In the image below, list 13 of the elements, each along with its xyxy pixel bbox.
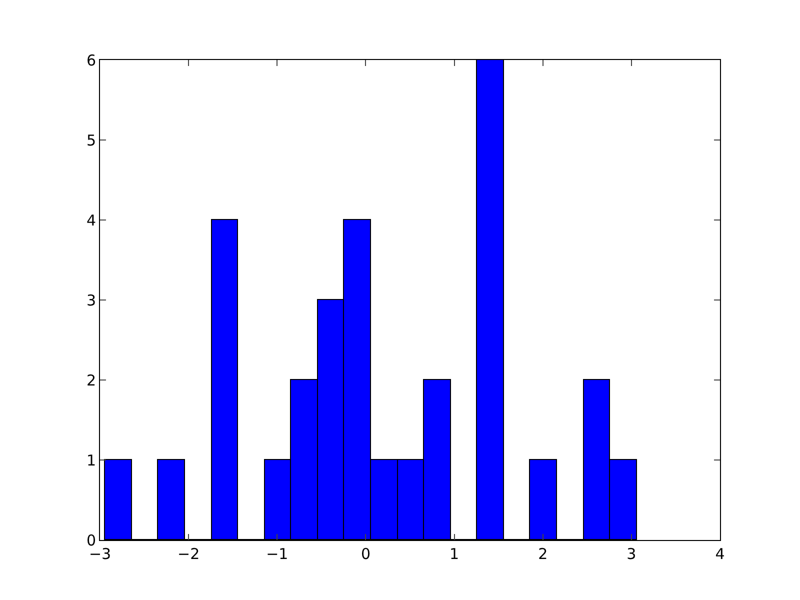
y-tick-label: 2 bbox=[86, 371, 96, 390]
x-tick-label: 2 bbox=[538, 545, 548, 563]
x-tick-label: 0 bbox=[360, 545, 370, 563]
x-tick-label: 1 bbox=[450, 545, 460, 563]
y-tick-label: 4 bbox=[86, 211, 96, 230]
x-tick-label: −2 bbox=[178, 545, 200, 563]
y-tick-label: 5 bbox=[86, 131, 96, 150]
y-tick-label: 3 bbox=[86, 291, 96, 310]
y-tick-label: 1 bbox=[86, 451, 96, 470]
y-tick-label: 6 bbox=[86, 51, 96, 70]
x-tick-label: −1 bbox=[266, 545, 288, 563]
x-tick-label: 3 bbox=[626, 545, 636, 563]
x-tick-label: 4 bbox=[715, 545, 725, 563]
